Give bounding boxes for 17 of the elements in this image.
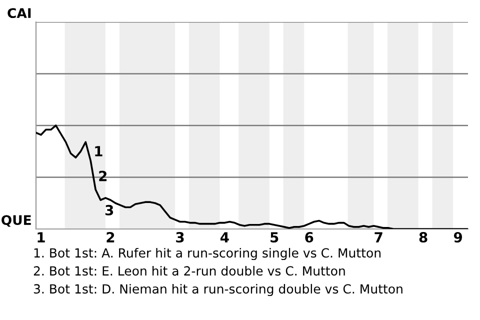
x-tick-label: 2	[106, 232, 114, 242]
x-tick-label: 7	[374, 232, 382, 242]
text: CAI	[8, 8, 31, 18]
x-tick-label: 4	[220, 232, 229, 242]
annotation: 3	[105, 204, 114, 216]
text: 3. Bot 1st: D. Nieman hit a run-scoring double vs C. Mutton	[34, 284, 402, 296]
x-tick-label: 1	[38, 232, 45, 242]
annotation: 2	[99, 170, 107, 182]
text: 2. Bot 1st: E. Leon hit a 2-run double vs C. Mutton	[34, 266, 345, 276]
x-tick-label: 9	[454, 232, 462, 243]
x-tick-label: 5	[270, 232, 278, 243]
x-tick-label: 8	[419, 232, 428, 243]
x-tick-label: 6	[305, 232, 314, 243]
x-tick-label: 3	[176, 232, 184, 243]
text: 1. Bot 1st: A. Rufer hit a run-scoring single vs C. Mutton	[34, 248, 381, 260]
text: QUE	[2, 215, 31, 227]
annotation: 1	[95, 146, 102, 156]
